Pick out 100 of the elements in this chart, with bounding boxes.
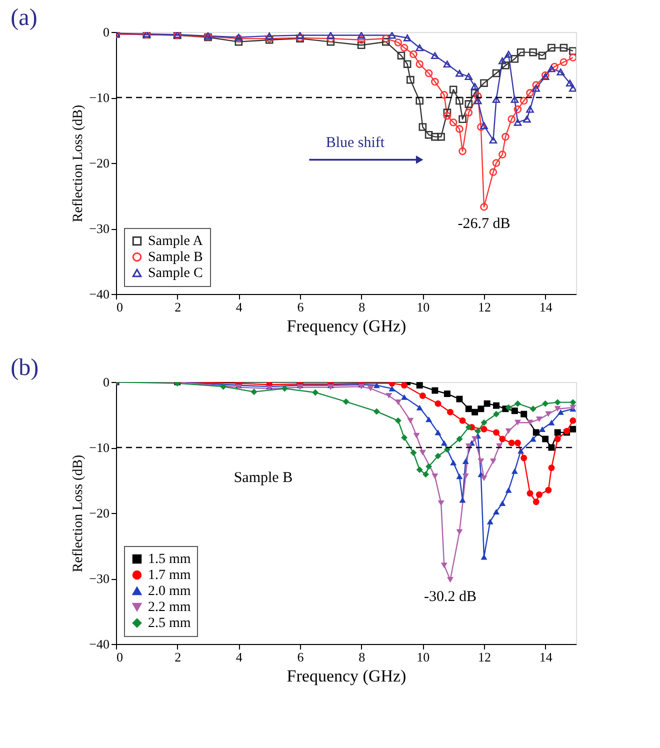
point [443, 112, 452, 120]
point [514, 420, 521, 426]
point [511, 408, 518, 414]
point [529, 48, 537, 56]
point [554, 429, 561, 436]
point [434, 400, 442, 407]
point [554, 406, 561, 412]
point [536, 491, 542, 498]
point [426, 416, 432, 422]
x-tick-label: 0 [116, 300, 123, 314]
point [443, 60, 452, 68]
point [394, 400, 402, 406]
point [516, 48, 525, 56]
point [403, 34, 412, 42]
point [477, 123, 485, 131]
point [554, 436, 561, 442]
y-tick-label: −40 [89, 286, 110, 302]
point [326, 34, 335, 42]
point [520, 96, 528, 105]
point [489, 168, 498, 176]
annotation: -30.2 dB [424, 588, 477, 605]
point [510, 54, 519, 63]
point [465, 424, 472, 430]
y-tick-label: −20 [89, 506, 110, 520]
x-tick-label: 14 [539, 300, 553, 314]
point [416, 96, 424, 105]
point [432, 474, 438, 480]
point [401, 434, 408, 441]
x-tick-label: 2 [174, 300, 182, 314]
point [403, 60, 412, 68]
point [265, 32, 274, 40]
point [407, 418, 414, 424]
x-tick-label: 8 [358, 300, 366, 314]
point [502, 62, 510, 70]
point [545, 411, 552, 417]
point [490, 458, 496, 464]
point [312, 389, 319, 396]
point [514, 440, 521, 446]
point [464, 73, 473, 80]
point [456, 125, 464, 133]
point [492, 159, 500, 167]
point [508, 440, 515, 446]
point [413, 432, 420, 439]
point [480, 203, 488, 211]
point [569, 84, 576, 92]
point [480, 554, 488, 560]
point [456, 436, 463, 442]
point [456, 70, 464, 77]
point [493, 410, 500, 418]
point [570, 426, 576, 432]
point [526, 420, 534, 426]
point [357, 41, 366, 49]
point [449, 86, 458, 94]
point [440, 90, 448, 99]
point [505, 428, 512, 434]
point [480, 426, 488, 432]
point [560, 44, 568, 52]
point [493, 429, 500, 436]
point [373, 382, 380, 388]
point [474, 92, 482, 100]
point [492, 96, 500, 103]
point [456, 529, 463, 535]
point [548, 420, 555, 426]
point [459, 497, 466, 503]
x-axis-title: Frequency (GHz) [286, 316, 406, 336]
point [505, 404, 512, 411]
point [532, 429, 540, 436]
point [489, 136, 498, 144]
legend-label: 1.5 mm [148, 552, 191, 567]
point [480, 79, 488, 87]
point [416, 466, 423, 474]
point [434, 452, 442, 460]
point [510, 96, 519, 103]
point [493, 508, 500, 514]
point [220, 383, 227, 390]
point [416, 60, 424, 68]
point [357, 36, 366, 44]
point [400, 44, 408, 52]
point [419, 450, 426, 456]
point [532, 81, 540, 89]
legend-label: Sample B [148, 250, 203, 265]
point [424, 69, 433, 78]
point [419, 392, 426, 399]
point [464, 108, 473, 116]
point [401, 382, 408, 389]
point [545, 486, 552, 494]
point [472, 408, 478, 416]
point [472, 436, 478, 442]
point [431, 78, 439, 86]
y-tick-label: 0 [103, 374, 110, 390]
point [422, 471, 429, 478]
legend-label: 2.2 mm [148, 600, 191, 615]
point [326, 38, 335, 46]
x-tick-label: 12 [478, 650, 491, 664]
point [432, 387, 438, 394]
point [410, 450, 417, 456]
point [526, 490, 534, 497]
point [526, 89, 534, 97]
point [296, 32, 304, 39]
x-tick-label: 12 [478, 300, 491, 314]
